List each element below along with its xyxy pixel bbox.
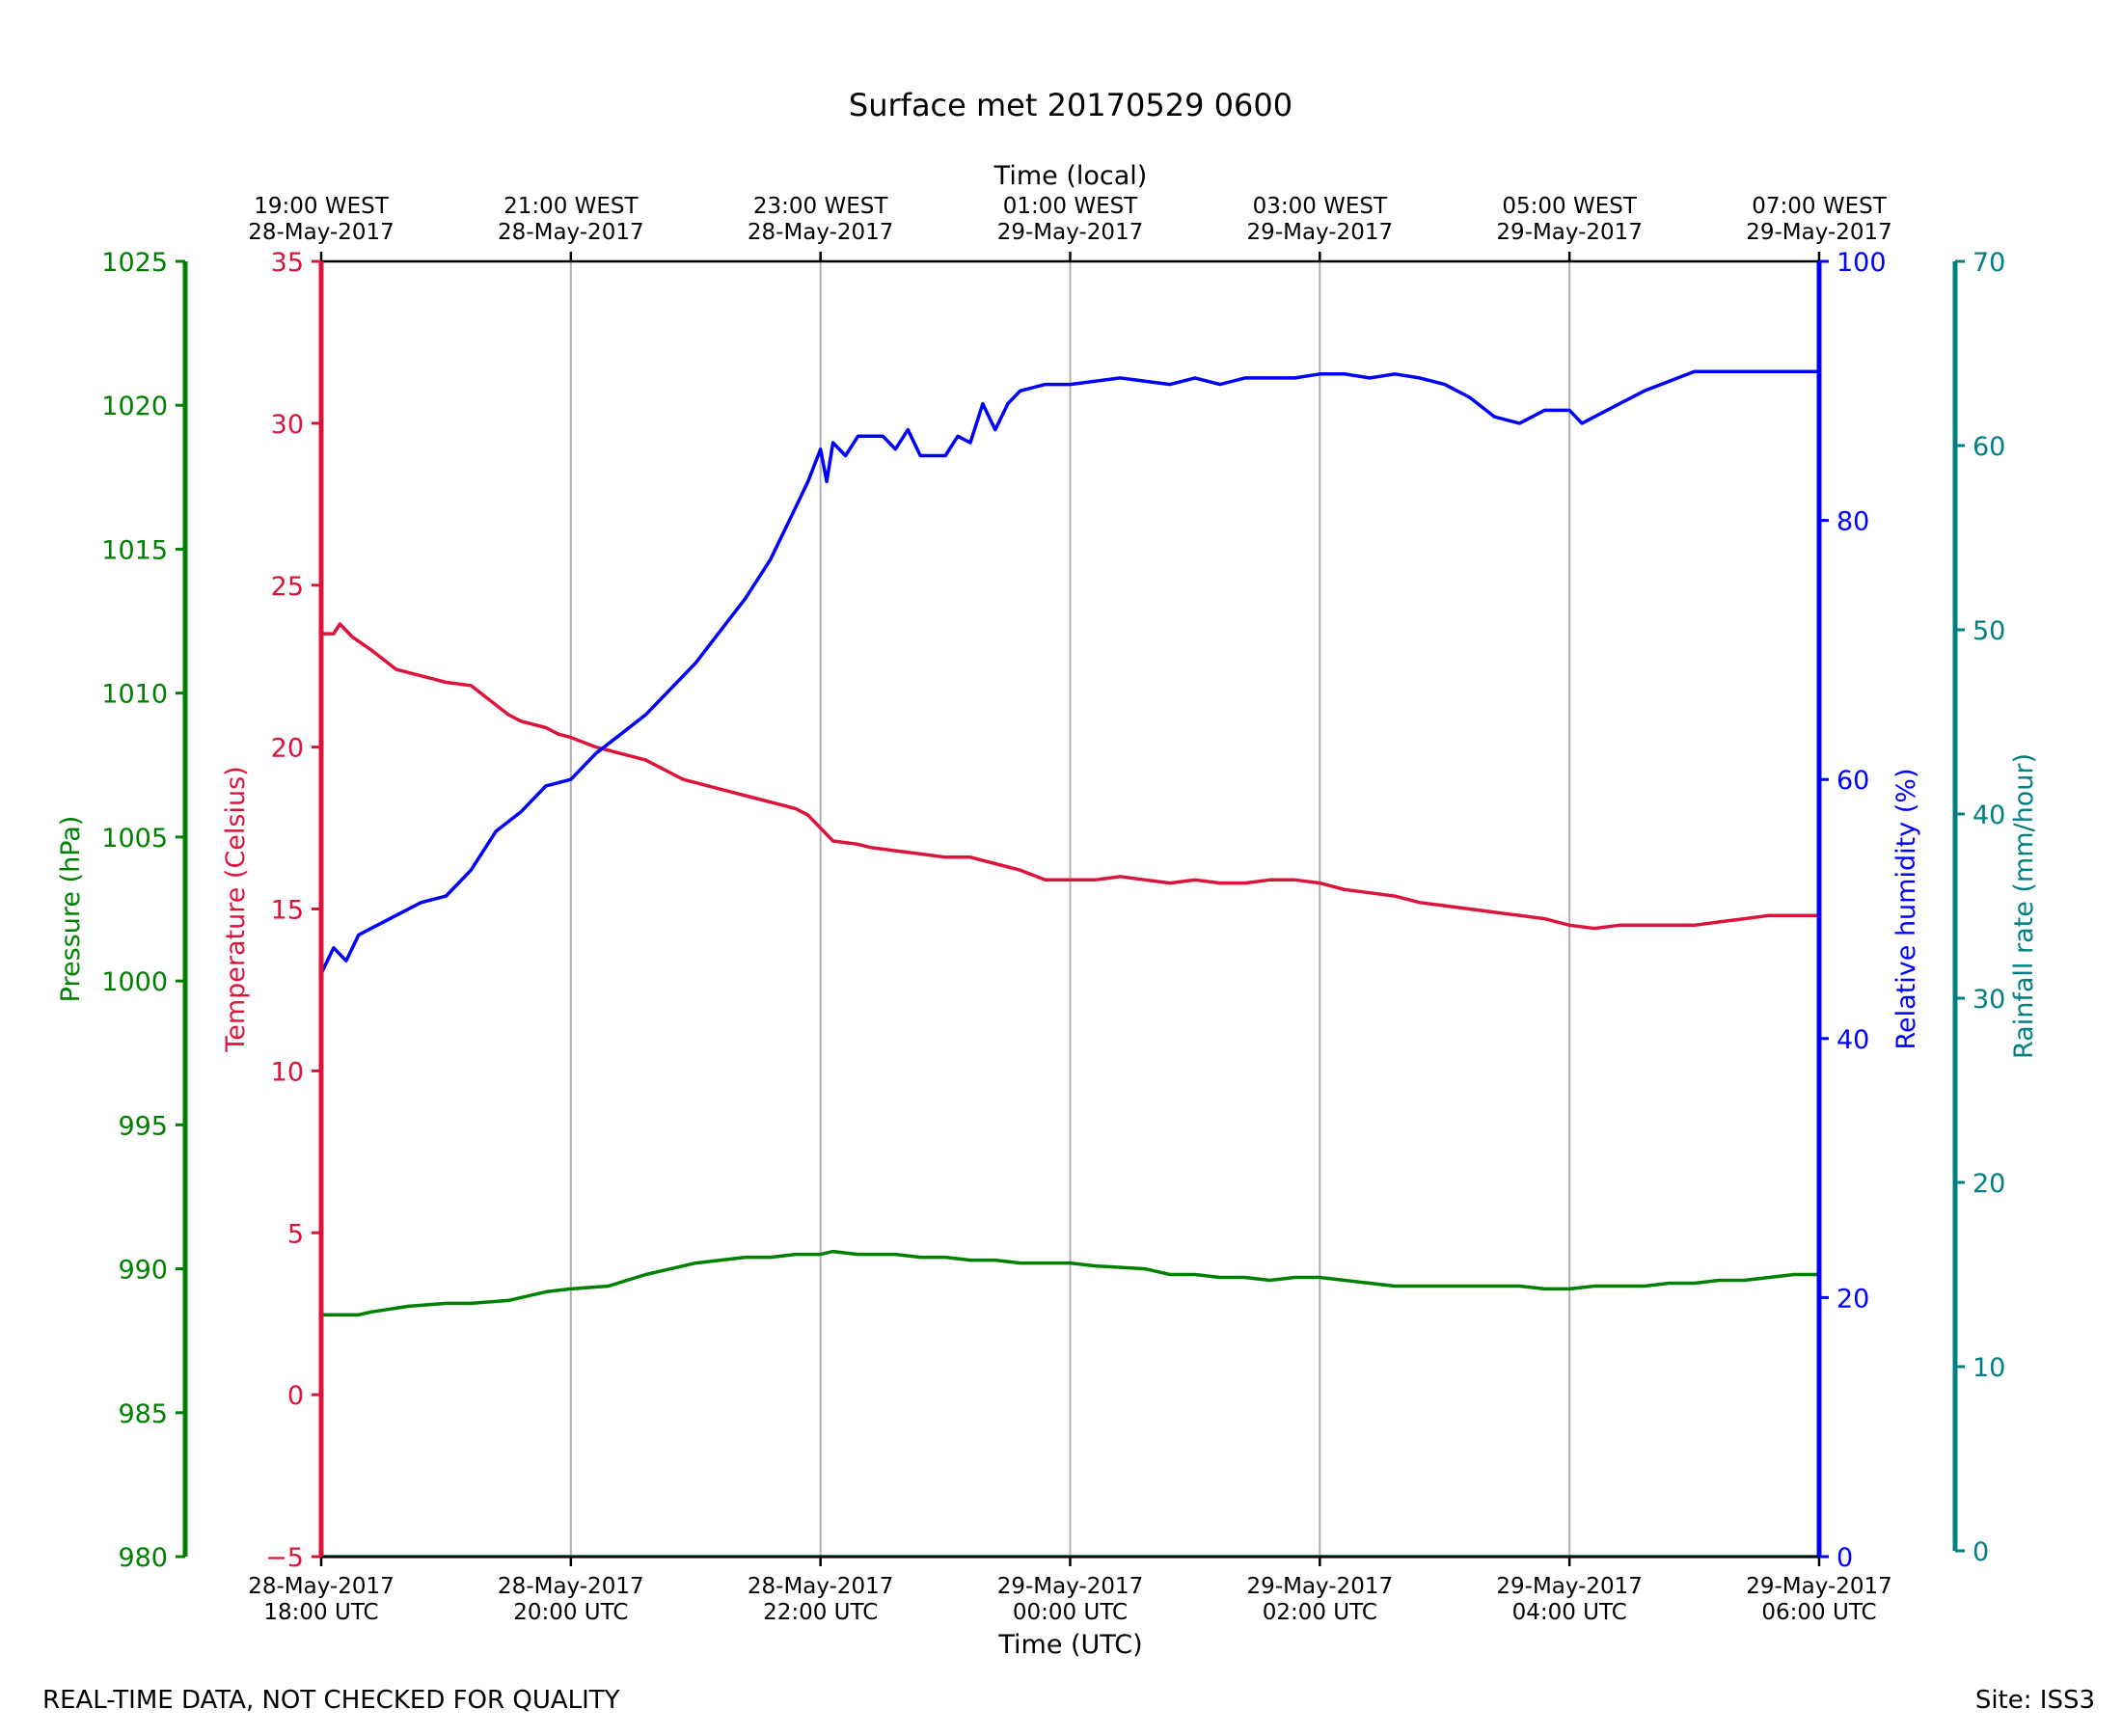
x-tick-label-utc-time: 02:00 UTC [1263,1600,1377,1625]
pressure-tick-label: 990 [118,1256,168,1286]
x-tick-label-local-date: 29-May-2017 [1496,220,1643,245]
x-tick-label-local-time: 03:00 WEST [1253,194,1388,219]
x-tick-label-utc-time: 18:00 UTC [263,1600,378,1625]
top-axis-label: Time (local) [993,161,1148,191]
x-tick-label-local-date: 28-May-2017 [748,220,894,245]
temperature-tick-label: 30 [271,410,304,440]
pressure-tick-label: 1020 [101,392,168,421]
rainfall-tick-label: 20 [1972,1169,2005,1199]
x-tick-label-local-time: 07:00 WEST [1752,194,1887,219]
temperature-tick-label: 0 [287,1381,304,1411]
temperature-tick-label: 35 [271,248,304,278]
rainfall-tick-label: 0 [1972,1537,1989,1567]
humidity-tick-label: 100 [1836,248,1887,278]
pressure-series-line [321,1249,1819,1317]
x-tick-label-local-time: 19:00 WEST [254,194,389,219]
pressure-tick-label: 985 [118,1399,168,1429]
temperature-tick-label: 10 [271,1057,304,1087]
rainfall-tick-label: 60 [1972,432,2005,462]
humidity-axis-label: Relative humidity (%) [1891,768,1921,1049]
humidity-series-line [319,369,1819,975]
x-tick-label-utc-time: 22:00 UTC [763,1600,878,1625]
pressure-tick-label: 1015 [101,535,168,565]
x-tick-label-local-date: 29-May-2017 [1247,220,1394,245]
pressure-axis-label: Pressure (hPa) [56,816,86,1003]
bottom-axis-label: Time (UTC) [997,1630,1142,1660]
site-label: Site: ISS3 [1974,1686,2095,1715]
humidity-tick-label: 20 [1836,1284,1869,1314]
x-tick-label-utc-date: 29-May-2017 [1247,1574,1394,1599]
x-tick-label-local-time: 01:00 WEST [1003,194,1138,219]
rainfall-axis-label: Rainfall rate (mm/hour) [2009,753,2039,1059]
x-tick-label-utc-date: 28-May-2017 [498,1574,644,1599]
rainfall-tick-label: 50 [1972,616,2005,646]
x-tick-label-utc-time: 00:00 UTC [1013,1600,1128,1625]
x-tick-label-utc-date: 28-May-2017 [748,1574,894,1599]
pressure-tick-label: 980 [118,1543,168,1573]
rainfall-tick-label: 30 [1972,985,2005,1015]
x-tick-label-local-time: 05:00 WEST [1502,194,1637,219]
chart-title: Surface met 20170529 0600 [849,87,1292,123]
temperature-axis-label: Temperature (Celsius) [221,766,251,1052]
temperature-tick-label: 20 [271,734,304,764]
temperature-tick-label: 15 [271,896,304,926]
x-tick-label-utc-time: 04:00 UTC [1512,1600,1627,1625]
x-tick-label-utc-date: 29-May-2017 [997,1574,1144,1599]
humidity-tick-label: 60 [1836,766,1869,796]
rainfall-tick-label: 40 [1972,800,2005,830]
x-tick-label-local-time: 21:00 WEST [503,194,639,219]
humidity-tick-label: 80 [1836,507,1869,537]
x-tick-label-local-time: 23:00 WEST [753,194,888,219]
pressure-tick-label: 995 [118,1111,168,1141]
rainfall-tick-label: 10 [1972,1353,2005,1383]
quality-disclaimer: REAL-TIME DATA, NOT CHECKED FOR QUALITY [42,1686,620,1715]
humidity-tick-label: 40 [1836,1025,1869,1055]
temperature-tick-label: −5 [265,1543,304,1573]
x-tick-label-local-date: 29-May-2017 [997,220,1144,245]
temperature-series-line [321,622,1819,931]
x-tick-label-utc-time: 06:00 UTC [1761,1600,1876,1625]
pressure-tick-label: 1025 [101,248,168,278]
temperature-tick-label: 25 [271,572,304,602]
x-tick-label-local-date: 28-May-2017 [498,220,644,245]
pressure-tick-label: 1005 [101,824,168,854]
x-tick-label-utc-time: 20:00 UTC [513,1600,628,1625]
x-tick-label-utc-date: 28-May-2017 [248,1574,394,1599]
grid-lines [569,261,1571,1557]
x-tick-label-utc-date: 29-May-2017 [1746,1574,1892,1599]
x-tick-label-local-date: 28-May-2017 [248,220,394,245]
x-tick-label-utc-date: 29-May-2017 [1496,1574,1643,1599]
rainfall-tick-label: 70 [1972,248,2005,278]
pressure-tick-label: 1000 [101,967,168,997]
pressure-tick-label: 1010 [101,680,168,710]
humidity-tick-label: 0 [1836,1543,1853,1573]
x-tick-label-local-date: 29-May-2017 [1746,220,1892,245]
temperature-tick-label: 5 [287,1219,304,1249]
